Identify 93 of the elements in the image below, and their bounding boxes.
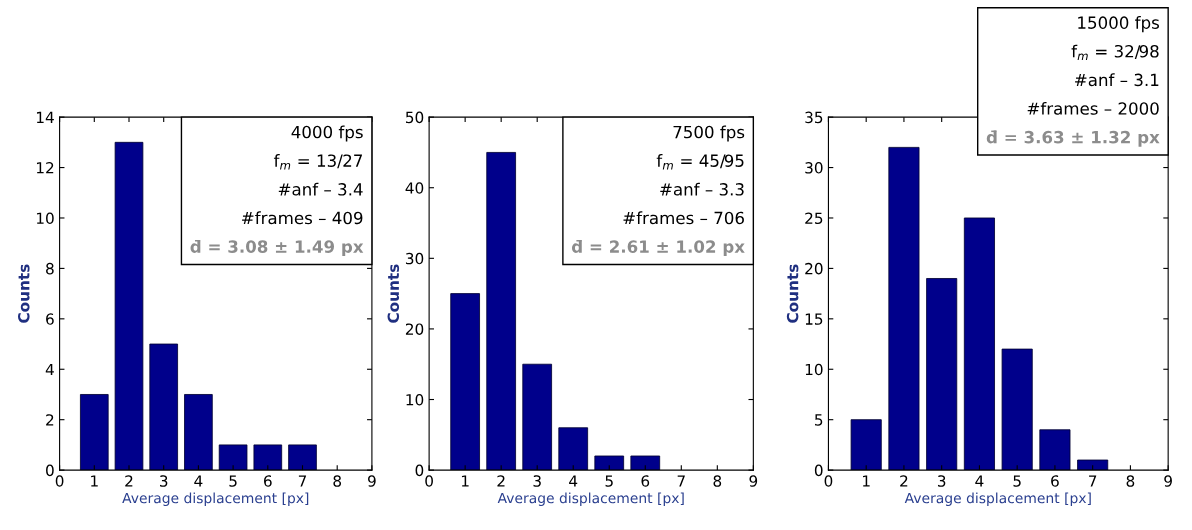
y-tick-label: 30	[805, 162, 823, 174]
x-tick-label: 3	[533, 475, 541, 487]
text: f$_{m}$ = 32/98	[1071, 44, 1159, 61]
y-tick-label: 0	[814, 464, 823, 477]
y-tick-label: 0	[46, 464, 54, 477]
x-tick-label: 4	[975, 475, 984, 487]
y-tick-label: 30	[405, 252, 424, 265]
y-axis-title: Counts	[387, 264, 400, 323]
y-axis-title: Counts	[786, 264, 799, 323]
y-tick-label: 15	[805, 313, 823, 325]
y-tick-label: 4	[45, 363, 54, 376]
x-tick-label: 8	[1126, 475, 1135, 487]
y-tick-label: 25	[805, 212, 823, 224]
bar	[486, 152, 516, 471]
y-tick-label: 5	[815, 414, 823, 426]
x-tick-label: 9	[368, 475, 376, 487]
bar	[184, 394, 213, 471]
bar	[114, 141, 144, 471]
x-tick-label: 1	[91, 475, 98, 487]
bar	[288, 444, 317, 471]
y-tick-label: 6	[46, 313, 54, 325]
y-tick-label: 2	[46, 414, 54, 426]
bar	[1077, 459, 1109, 471]
x-axis-title: Average displacement [px]	[904, 492, 1091, 506]
x-tick-label: 5	[229, 475, 237, 487]
text: #anf – 3.1	[1075, 73, 1159, 87]
bar	[1001, 348, 1033, 471]
x-tick-label: 4	[194, 475, 203, 487]
bar	[888, 146, 920, 471]
annotation: #frames – 706	[623, 211, 744, 225]
x-tick-label: 8	[713, 475, 722, 487]
x-axis-title: Average displacement [px]	[497, 492, 684, 506]
text: 15000 fps	[1078, 16, 1160, 33]
x-tick-label: 7	[1089, 475, 1097, 487]
x-tick-label: 6	[1051, 475, 1059, 487]
bar	[850, 419, 882, 471]
annotation: d̄ = 3.08 ± 1.49 px	[190, 239, 364, 257]
x-tick-label: 7	[677, 475, 685, 487]
annotation: f$_{m}$ = 45/95	[656, 154, 744, 170]
y-tick-label: 10	[805, 363, 823, 376]
annotation: 7500 fps	[673, 125, 745, 142]
bar	[253, 444, 283, 471]
bar	[558, 427, 589, 471]
x-tick-label: 2	[497, 475, 505, 487]
x-tick-label: 6	[264, 475, 272, 487]
x-tick-label: 0	[824, 475, 833, 487]
bar	[594, 455, 625, 471]
annotation: #anf – 3.3	[660, 182, 744, 196]
x-tick-label: 0	[425, 475, 433, 487]
x-tick-label: 2	[900, 475, 908, 487]
annotation: #anf – 3.4	[278, 182, 363, 196]
x-tick-label: 9	[749, 475, 758, 487]
y-axis-title: Counts	[18, 264, 30, 323]
x-tick-label: 3	[937, 475, 946, 487]
x-tick-label: 2	[125, 475, 133, 487]
x-axis-title: Average displacement [px]	[122, 492, 309, 506]
x-tick-label: 1	[461, 475, 469, 487]
x-tick-label: 1	[863, 475, 870, 487]
x-tick-label: 4	[569, 475, 578, 487]
y-tick-label: 10	[36, 212, 54, 224]
bar	[218, 444, 248, 471]
bar	[1039, 429, 1071, 471]
x-tick-label: 9	[1164, 475, 1172, 487]
x-tick-label: 5	[1013, 475, 1021, 487]
bar	[450, 293, 480, 471]
x-tick-label: 8	[333, 475, 342, 487]
y-tick-label: 8	[46, 262, 54, 275]
x-tick-label: 3	[160, 475, 168, 487]
annotation: #frames – 409	[242, 211, 363, 225]
x-tick-label: 0	[55, 475, 64, 487]
y-tick-label: 14	[36, 111, 54, 123]
bar	[149, 343, 178, 471]
annotation: d̄ = 3.63 ± 1.32 px	[986, 130, 1160, 147]
annotation: 4000 fps	[291, 125, 363, 142]
bar	[522, 363, 553, 471]
bar	[926, 278, 958, 471]
y-tick-label: 50	[406, 111, 424, 124]
text: #frames – 2000	[1027, 101, 1159, 115]
x-tick-label: 7	[298, 475, 307, 487]
x-tick-label: 5	[605, 475, 613, 487]
y-tick-label: 12	[36, 162, 54, 174]
annotation: d̄ = 2.61 ± 1.02 px	[571, 239, 745, 257]
y-tick-label: 20	[805, 262, 823, 275]
annotation: f$_{m}$ = 13/27	[273, 154, 362, 170]
y-tick-label: 40	[405, 182, 424, 194]
y-tick-label: 10	[406, 393, 424, 406]
y-tick-label: 20	[405, 323, 424, 335]
x-tick-label: 6	[641, 475, 650, 487]
bar	[80, 394, 109, 471]
bar	[630, 455, 661, 471]
y-tick-label: 0	[415, 464, 424, 477]
bar	[963, 217, 995, 471]
y-tick-label: 35	[805, 111, 823, 124]
